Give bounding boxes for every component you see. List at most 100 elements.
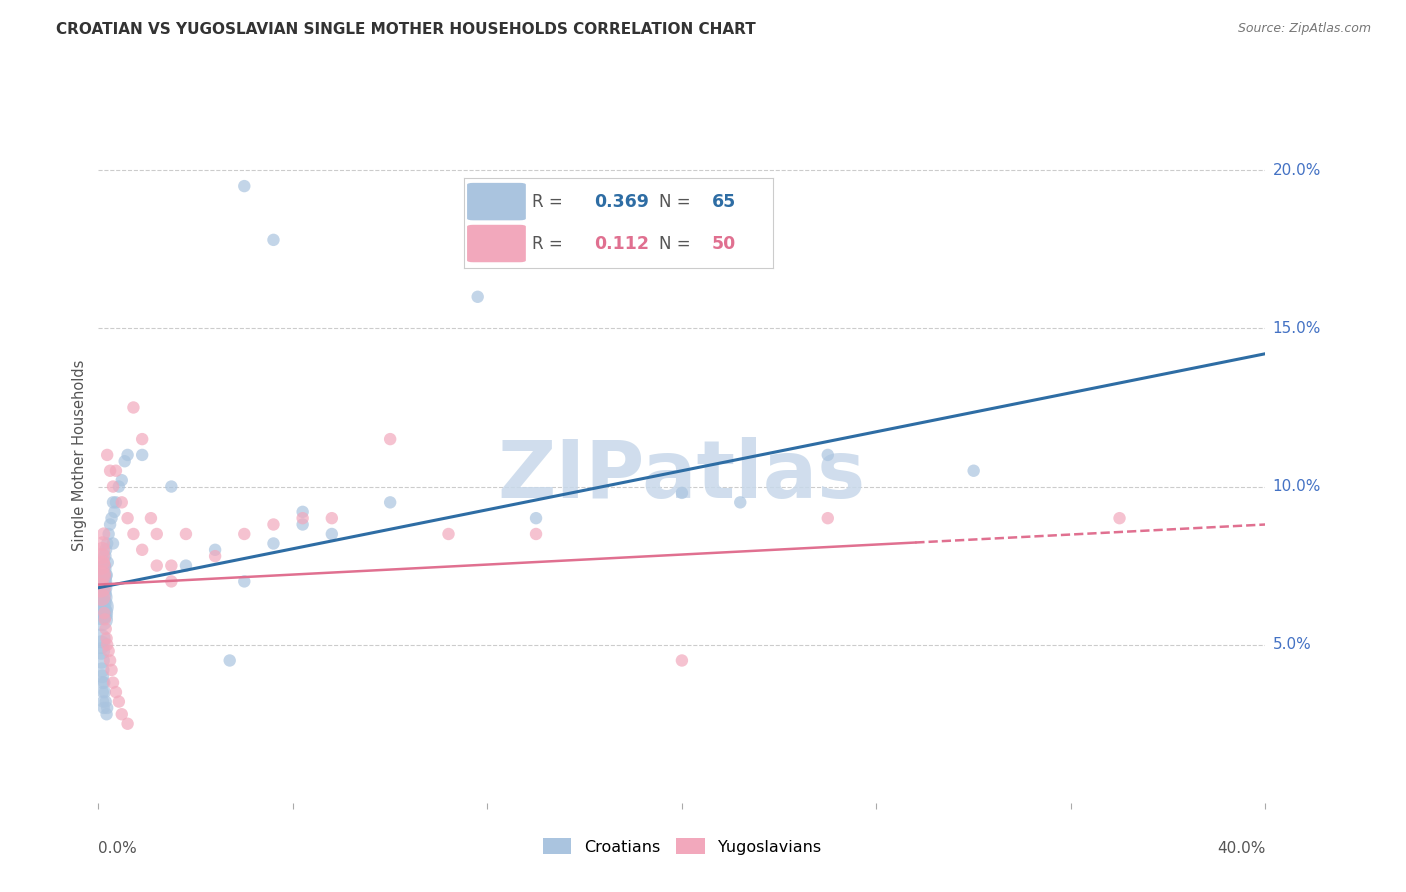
Point [91,675,114,690]
Point [96,568,118,582]
Point [111,495,134,509]
Point [97,527,120,541]
Point [233,574,256,589]
Point [96,448,118,462]
Point [291,511,314,525]
Point [291,505,314,519]
Point [104,495,127,509]
FancyBboxPatch shape [467,225,526,262]
Point [174,558,197,573]
Point [90,638,112,652]
Point [204,542,226,557]
Point [101,675,124,690]
Point [122,401,145,415]
Point [91,695,114,709]
Text: 20.0%: 20.0% [1272,163,1320,178]
Point [131,432,153,446]
Point [111,707,134,722]
Point [91,562,114,576]
Point [91,542,114,557]
Point [524,527,547,541]
Point [122,527,145,541]
Point [91,536,114,550]
Point [160,574,183,589]
Point [321,511,343,525]
Point [117,448,139,462]
Text: 0.0%: 0.0% [98,841,138,856]
Text: 5.0%: 5.0% [1272,637,1312,652]
Point [291,517,314,532]
Point [160,479,183,493]
Point [94,612,117,626]
Text: 0.112: 0.112 [593,235,650,253]
Point [671,486,693,500]
Text: Source: ZipAtlas.com: Source: ZipAtlas.com [1237,22,1371,36]
Point [467,290,489,304]
Point [91,568,114,582]
Point [101,479,124,493]
Point [218,653,240,667]
Point [90,591,112,605]
Point [262,517,284,532]
Point [100,511,122,525]
Point [671,653,693,667]
Point [90,663,112,677]
Point [160,558,183,573]
Point [98,653,121,667]
Point [93,609,115,624]
Point [93,558,115,573]
Point [90,574,112,589]
Point [91,571,114,585]
Point [91,568,114,582]
Point [114,454,136,468]
Point [90,632,112,646]
Point [93,675,115,690]
Point [108,695,131,709]
Point [131,448,153,462]
Point [262,536,284,550]
Point [93,527,115,541]
Point [101,495,124,509]
Point [524,511,547,525]
Point [90,581,112,595]
Point [108,479,131,493]
Point [91,685,114,699]
Point [94,549,117,563]
Point [90,606,112,620]
Point [90,653,112,667]
Point [98,464,121,478]
Point [204,549,226,563]
Point [97,644,120,658]
Point [730,495,752,509]
Point [94,685,117,699]
Point [90,644,112,658]
Point [100,663,122,677]
Y-axis label: Single Mother Households: Single Mother Households [72,359,87,550]
Point [104,685,127,699]
Point [90,581,112,595]
Point [117,511,139,525]
Point [90,591,112,605]
Text: N =: N = [659,235,696,253]
Point [146,527,169,541]
Point [96,536,118,550]
Point [103,505,125,519]
Point [93,587,115,601]
Point [437,527,460,541]
Point [90,599,112,614]
Point [962,464,984,478]
Point [262,233,284,247]
Text: 10.0%: 10.0% [1272,479,1320,494]
Point [378,432,402,446]
Point [93,597,115,611]
Point [378,495,402,509]
Text: R =: R = [531,193,568,211]
Point [96,701,118,715]
Point [96,638,118,652]
Text: N =: N = [659,193,696,211]
Point [94,622,117,636]
Point [93,701,115,715]
Point [104,464,127,478]
Legend: Croatians, Yugoslavians: Croatians, Yugoslavians [536,831,828,861]
FancyBboxPatch shape [467,183,526,220]
